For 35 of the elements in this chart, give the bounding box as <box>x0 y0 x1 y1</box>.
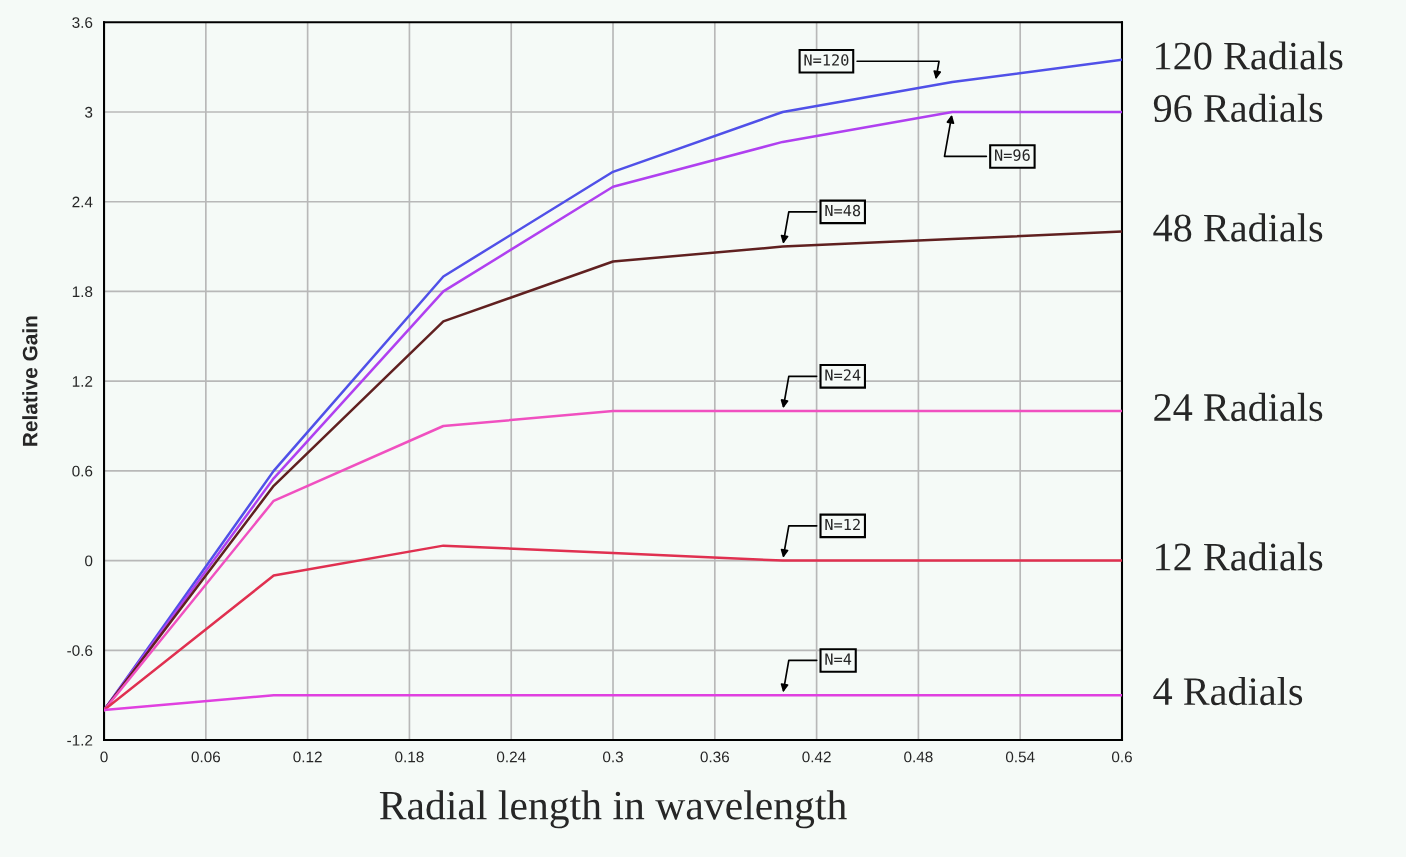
x-tick-label: 0 <box>100 751 108 763</box>
annotation: N=12 <box>825 518 860 531</box>
x-axis-title: Radial length in wavelength <box>379 790 847 829</box>
y-tick-label: 3 <box>85 106 93 118</box>
y-tick-label: -1.2 <box>67 734 93 746</box>
annotation: N=4 <box>825 653 852 665</box>
annotation: N=48 <box>825 204 861 217</box>
x-tick-label: 0.12 <box>293 751 322 763</box>
y-tick-label: 1.2 <box>72 376 93 387</box>
y-tick-label: 3.6 <box>72 17 93 28</box>
series-label: 120 Radials <box>1156 41 1343 70</box>
series-label: 24 Radials <box>1154 392 1323 422</box>
y-tick-label: 0.6 <box>72 465 93 477</box>
annotation: N=24 <box>825 369 861 381</box>
x-tick-label: 0.18 <box>395 751 424 763</box>
series-label: 48 Radials <box>1153 213 1323 242</box>
y-tick-label: 0 <box>85 555 93 567</box>
series-label: 4 Radials <box>1153 676 1303 706</box>
y-tick-label: 1.8 <box>72 286 93 298</box>
series-label: 12 Radials <box>1156 542 1323 571</box>
x-tick-label: 0.6 <box>1111 751 1132 763</box>
x-tick-label: 0.42 <box>802 751 831 763</box>
x-tick-label: 0.3 <box>602 751 623 763</box>
series-label: 96 Radials <box>1153 93 1323 123</box>
y-axis-title: Relative Gain <box>22 316 38 446</box>
annotation: N=120 <box>804 54 849 66</box>
x-tick-label: 0.24 <box>496 751 526 763</box>
x-tick-label: 0.06 <box>191 751 221 763</box>
x-tick-label: 0.54 <box>1005 751 1035 763</box>
y-tick-label: 2.4 <box>72 196 93 208</box>
x-tick-label: 0.36 <box>700 751 730 763</box>
y-tick-label: -0.6 <box>67 645 93 656</box>
annotation: N=96 <box>995 149 1030 161</box>
x-tick-label: 0.48 <box>904 751 933 763</box>
line-series <box>104 544 1122 712</box>
